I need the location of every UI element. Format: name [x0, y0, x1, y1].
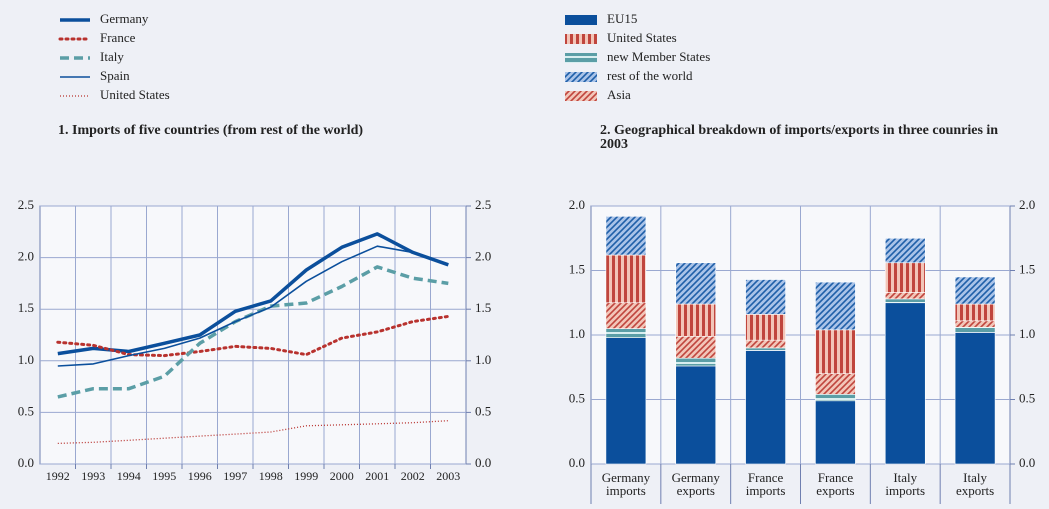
bar-segment — [884, 302, 926, 465]
y-tick-label: 1.5 — [569, 261, 585, 276]
y2-tick-label: 0.0 — [1019, 455, 1035, 470]
bar-segment — [884, 237, 926, 264]
y2-tick-label: 2.5 — [475, 197, 491, 212]
legend-label: EU15 — [607, 11, 637, 26]
legend-label: new Member States — [607, 49, 710, 64]
legend-label: rest of the world — [607, 68, 693, 83]
x-tick-label: Germany imports — [601, 470, 651, 498]
legend-swatch — [565, 34, 597, 44]
x-tick-label: 2002 — [401, 469, 425, 483]
x-tick-label: 2000 — [330, 469, 354, 483]
bar-segment — [745, 314, 786, 341]
y2-tick-label: 2.0 — [1019, 197, 1035, 212]
x-tick-label: 2003 — [436, 469, 460, 483]
legend-label: United States — [607, 30, 677, 45]
bar-segment — [954, 332, 996, 465]
y2-tick-label: 0.5 — [1019, 390, 1035, 405]
bar-segment — [605, 254, 647, 304]
legend-swatch — [565, 72, 597, 82]
bar-segment — [675, 357, 717, 367]
x-tick-label: Italy imports — [885, 470, 926, 498]
bar-segment — [884, 298, 926, 304]
line-series — [57, 245, 449, 367]
y2-tick-label: 1.0 — [1019, 326, 1035, 341]
y-tick-label: 0.0 — [18, 455, 34, 470]
bar-segment — [954, 326, 996, 333]
bar-segment — [815, 329, 856, 374]
y2-tick-label: 1.5 — [1019, 261, 1035, 276]
bar-segment — [745, 279, 786, 315]
y-tick-label: 1.0 — [569, 326, 585, 341]
legend-label: France — [100, 30, 136, 45]
bar-segment — [815, 400, 856, 465]
bar-segment — [745, 347, 786, 351]
legend-label: United States — [100, 87, 170, 102]
y-tick-label: 2.0 — [569, 197, 585, 212]
x-tick-label: 1993 — [81, 469, 105, 483]
y2-tick-label: 2.0 — [475, 249, 491, 264]
x-tick-label: 1995 — [152, 469, 176, 483]
y-tick-label: 2.0 — [18, 249, 34, 264]
y-tick-label: 1.0 — [18, 352, 34, 367]
chart-title: 1. Imports of five countries (from rest … — [58, 123, 364, 138]
bar-segment — [605, 328, 647, 338]
line-series — [56, 314, 450, 358]
line-series — [57, 420, 449, 445]
bar-segment — [605, 216, 647, 256]
y2-tick-label: 1.0 — [475, 352, 491, 367]
y-tick-label: 0.0 — [569, 455, 585, 470]
bar-segment — [884, 262, 926, 293]
legend-label: Germany — [100, 11, 149, 26]
x-tick-label: 1998 — [259, 469, 283, 483]
x-tick-label: 1997 — [223, 469, 247, 483]
x-tick-label: Germany exports — [671, 470, 720, 498]
legend-label: Italy — [100, 49, 124, 64]
y2-tick-label: 0.5 — [475, 403, 491, 418]
bar-segment — [954, 276, 996, 305]
y-tick-label: 1.5 — [18, 300, 34, 315]
x-tick-label: Italy exports — [955, 470, 995, 498]
y-tick-label: 0.5 — [18, 403, 34, 418]
bar-segment — [954, 303, 996, 322]
bar-segment — [675, 262, 717, 305]
y2-tick-label: 1.5 — [475, 300, 491, 315]
x-tick-label: 1996 — [188, 469, 212, 483]
bar-segment — [815, 373, 856, 395]
bar-segment — [605, 337, 647, 465]
bar-segment — [815, 281, 856, 331]
bar-segment — [815, 394, 856, 402]
x-tick-label: France exports — [816, 470, 855, 498]
x-tick-label: 1994 — [117, 469, 141, 483]
legend-label: Asia — [607, 87, 631, 102]
chart-title: 2. Geographical breakdown of imports/exp… — [600, 123, 999, 152]
bar-segment — [675, 365, 717, 465]
x-tick-label: 1992 — [46, 469, 70, 483]
bar-segment — [745, 350, 786, 465]
bar-segment — [675, 303, 717, 337]
bar-segment — [745, 339, 786, 349]
y-tick-label: 2.5 — [18, 197, 34, 212]
y2-tick-label: 0.0 — [475, 455, 491, 470]
bar-segment — [954, 320, 996, 328]
bar-segment — [605, 302, 647, 329]
legend-swatch — [565, 53, 597, 63]
legend-label: Spain — [100, 68, 130, 83]
y-tick-label: 0.5 — [569, 390, 585, 405]
bar-segment — [675, 335, 717, 359]
x-tick-label: 1999 — [294, 469, 318, 483]
x-tick-label: France imports — [745, 470, 786, 498]
x-tick-label: 2001 — [365, 469, 389, 483]
bar-segment — [884, 292, 926, 300]
legend-swatch — [565, 91, 597, 101]
legend-swatch — [565, 15, 597, 25]
line-series — [57, 232, 449, 356]
